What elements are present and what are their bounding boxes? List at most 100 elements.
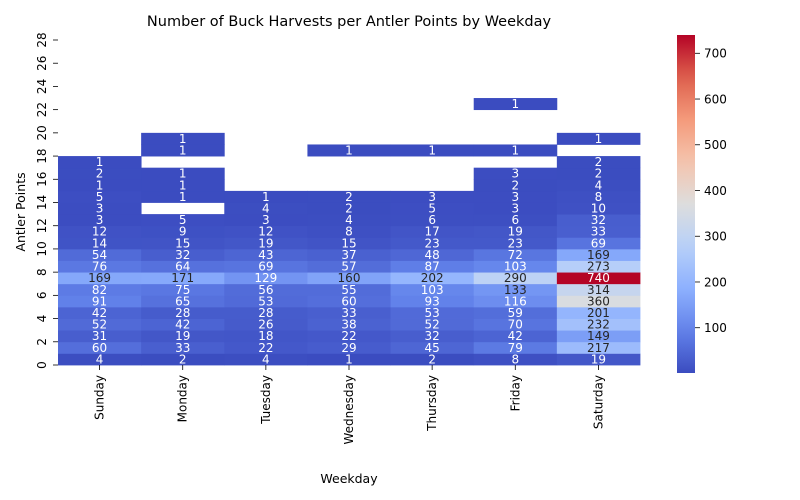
heatmap-cell [141, 341, 225, 354]
cell-value-label: 232 [587, 318, 610, 332]
heatmap-cell [556, 341, 641, 354]
heatmap-cell [390, 260, 475, 273]
cell-value-label: 273 [587, 260, 610, 274]
cell-value-label: 32 [591, 213, 606, 227]
heatmap-cell [556, 330, 641, 343]
cell-value-label: 129 [254, 271, 277, 285]
heatmap-cell [224, 214, 308, 227]
cell-value-label: 2 [595, 155, 603, 169]
cell-value-label: 3 [96, 213, 104, 227]
cell-value-label: 290 [504, 271, 527, 285]
cell-value-label: 5 [96, 190, 104, 204]
cell-value-label: 29 [341, 341, 356, 355]
heatmap-cell [141, 330, 225, 343]
heatmap-cell [307, 214, 391, 227]
heatmap-cell [307, 237, 391, 250]
cell-value-label: 8 [345, 225, 353, 239]
heatmap-cell [307, 306, 391, 319]
heatmap-cell [141, 225, 225, 238]
heatmap-cell [224, 248, 308, 261]
cell-value-label: 2 [511, 178, 519, 192]
y-tick-label: 28 [35, 32, 49, 47]
cell-value-label: 133 [504, 283, 527, 297]
cell-value-label: 32 [425, 329, 440, 343]
heatmap-cell [556, 225, 641, 238]
cell-value-label: 19 [591, 352, 606, 366]
heatmap-cells [58, 98, 641, 366]
heatmap-cell [58, 330, 142, 343]
heatmap-cell [390, 190, 475, 203]
heatmap-cell [58, 248, 142, 261]
heatmap-cell [307, 283, 391, 296]
cell-value-label: 79 [508, 341, 523, 355]
heatmap-cell [224, 237, 308, 250]
cell-value-label: 169 [587, 248, 610, 262]
heatmap-cell [473, 190, 558, 203]
x-tick-label: Tuesday [259, 375, 273, 425]
heatmap-cell [556, 167, 641, 180]
cell-value-label: 1 [179, 132, 187, 146]
cell-value-label: 3 [428, 190, 436, 204]
cell-value-label: 60 [341, 294, 356, 308]
heatmap-cell [141, 237, 225, 250]
heatmap-cell [224, 341, 308, 354]
y-tick-label: 8 [35, 268, 49, 276]
cell-value-label: 1 [595, 132, 603, 146]
cell-value-label: 93 [425, 294, 440, 308]
cell-value-label: 103 [421, 283, 444, 297]
heatmap-cell [473, 202, 558, 215]
heatmap-cell [141, 306, 225, 319]
heatmap-cell [58, 318, 142, 331]
y-tick-label: 0 [35, 361, 49, 369]
heatmap-cell [473, 330, 558, 343]
y-tick-label: 4 [35, 315, 49, 323]
cell-value-label: 65 [175, 294, 190, 308]
colorbar-tick-label: 700 [704, 47, 727, 61]
cell-value-label: 8 [595, 190, 603, 204]
heatmap-cell [307, 318, 391, 331]
heatmap-cell [224, 272, 308, 285]
cell-value-label: 33 [591, 225, 606, 239]
cell-value-label: 3 [511, 167, 519, 181]
heatmap-cell [307, 202, 391, 215]
heatmap-cell [141, 283, 225, 296]
heatmap-cell [141, 167, 225, 180]
heatmap-cell [556, 248, 641, 261]
heatmap-cell [473, 167, 558, 180]
heatmap-cell [556, 295, 641, 308]
cell-value-label: 4 [262, 202, 270, 216]
heatmap-cell [556, 283, 641, 296]
heatmap-cell [556, 272, 641, 285]
cell-value-label: 28 [258, 306, 273, 320]
chart-title: Number of Buck Harvests per Antler Point… [147, 14, 552, 30]
heatmap-cell [473, 225, 558, 238]
colorbar-tick-label: 200 [704, 275, 727, 289]
heatmap-cell [307, 248, 391, 261]
cell-value-label: 4 [345, 213, 353, 227]
heatmap-cell [224, 295, 308, 308]
heatmap-cell [58, 237, 142, 250]
heatmap-cell [556, 237, 641, 250]
heatmap-cell [141, 248, 225, 261]
heatmap-cell [473, 353, 558, 366]
x-tick-label: Saturday [591, 375, 605, 429]
cell-value-label: 22 [341, 329, 356, 343]
heatmap-cell [141, 144, 225, 157]
heatmap-cell [556, 318, 641, 331]
heatmap-cell [58, 260, 142, 273]
heatmap-cell [224, 306, 308, 319]
heatmap-cell [390, 295, 475, 308]
heatmap-cell [224, 190, 308, 203]
cell-value-label: 23 [508, 236, 523, 250]
heatmap-cell [307, 190, 391, 203]
heatmap-cell [473, 272, 558, 285]
heatmap-cell [390, 144, 475, 157]
heatmap-cell [390, 306, 475, 319]
cell-value-label: 149 [587, 329, 610, 343]
heatmap-cell [473, 260, 558, 273]
heatmap-cell [390, 330, 475, 343]
heatmap-cell [58, 179, 142, 192]
cell-value-label: 2 [96, 167, 104, 181]
cell-value-label: 217 [587, 341, 610, 355]
